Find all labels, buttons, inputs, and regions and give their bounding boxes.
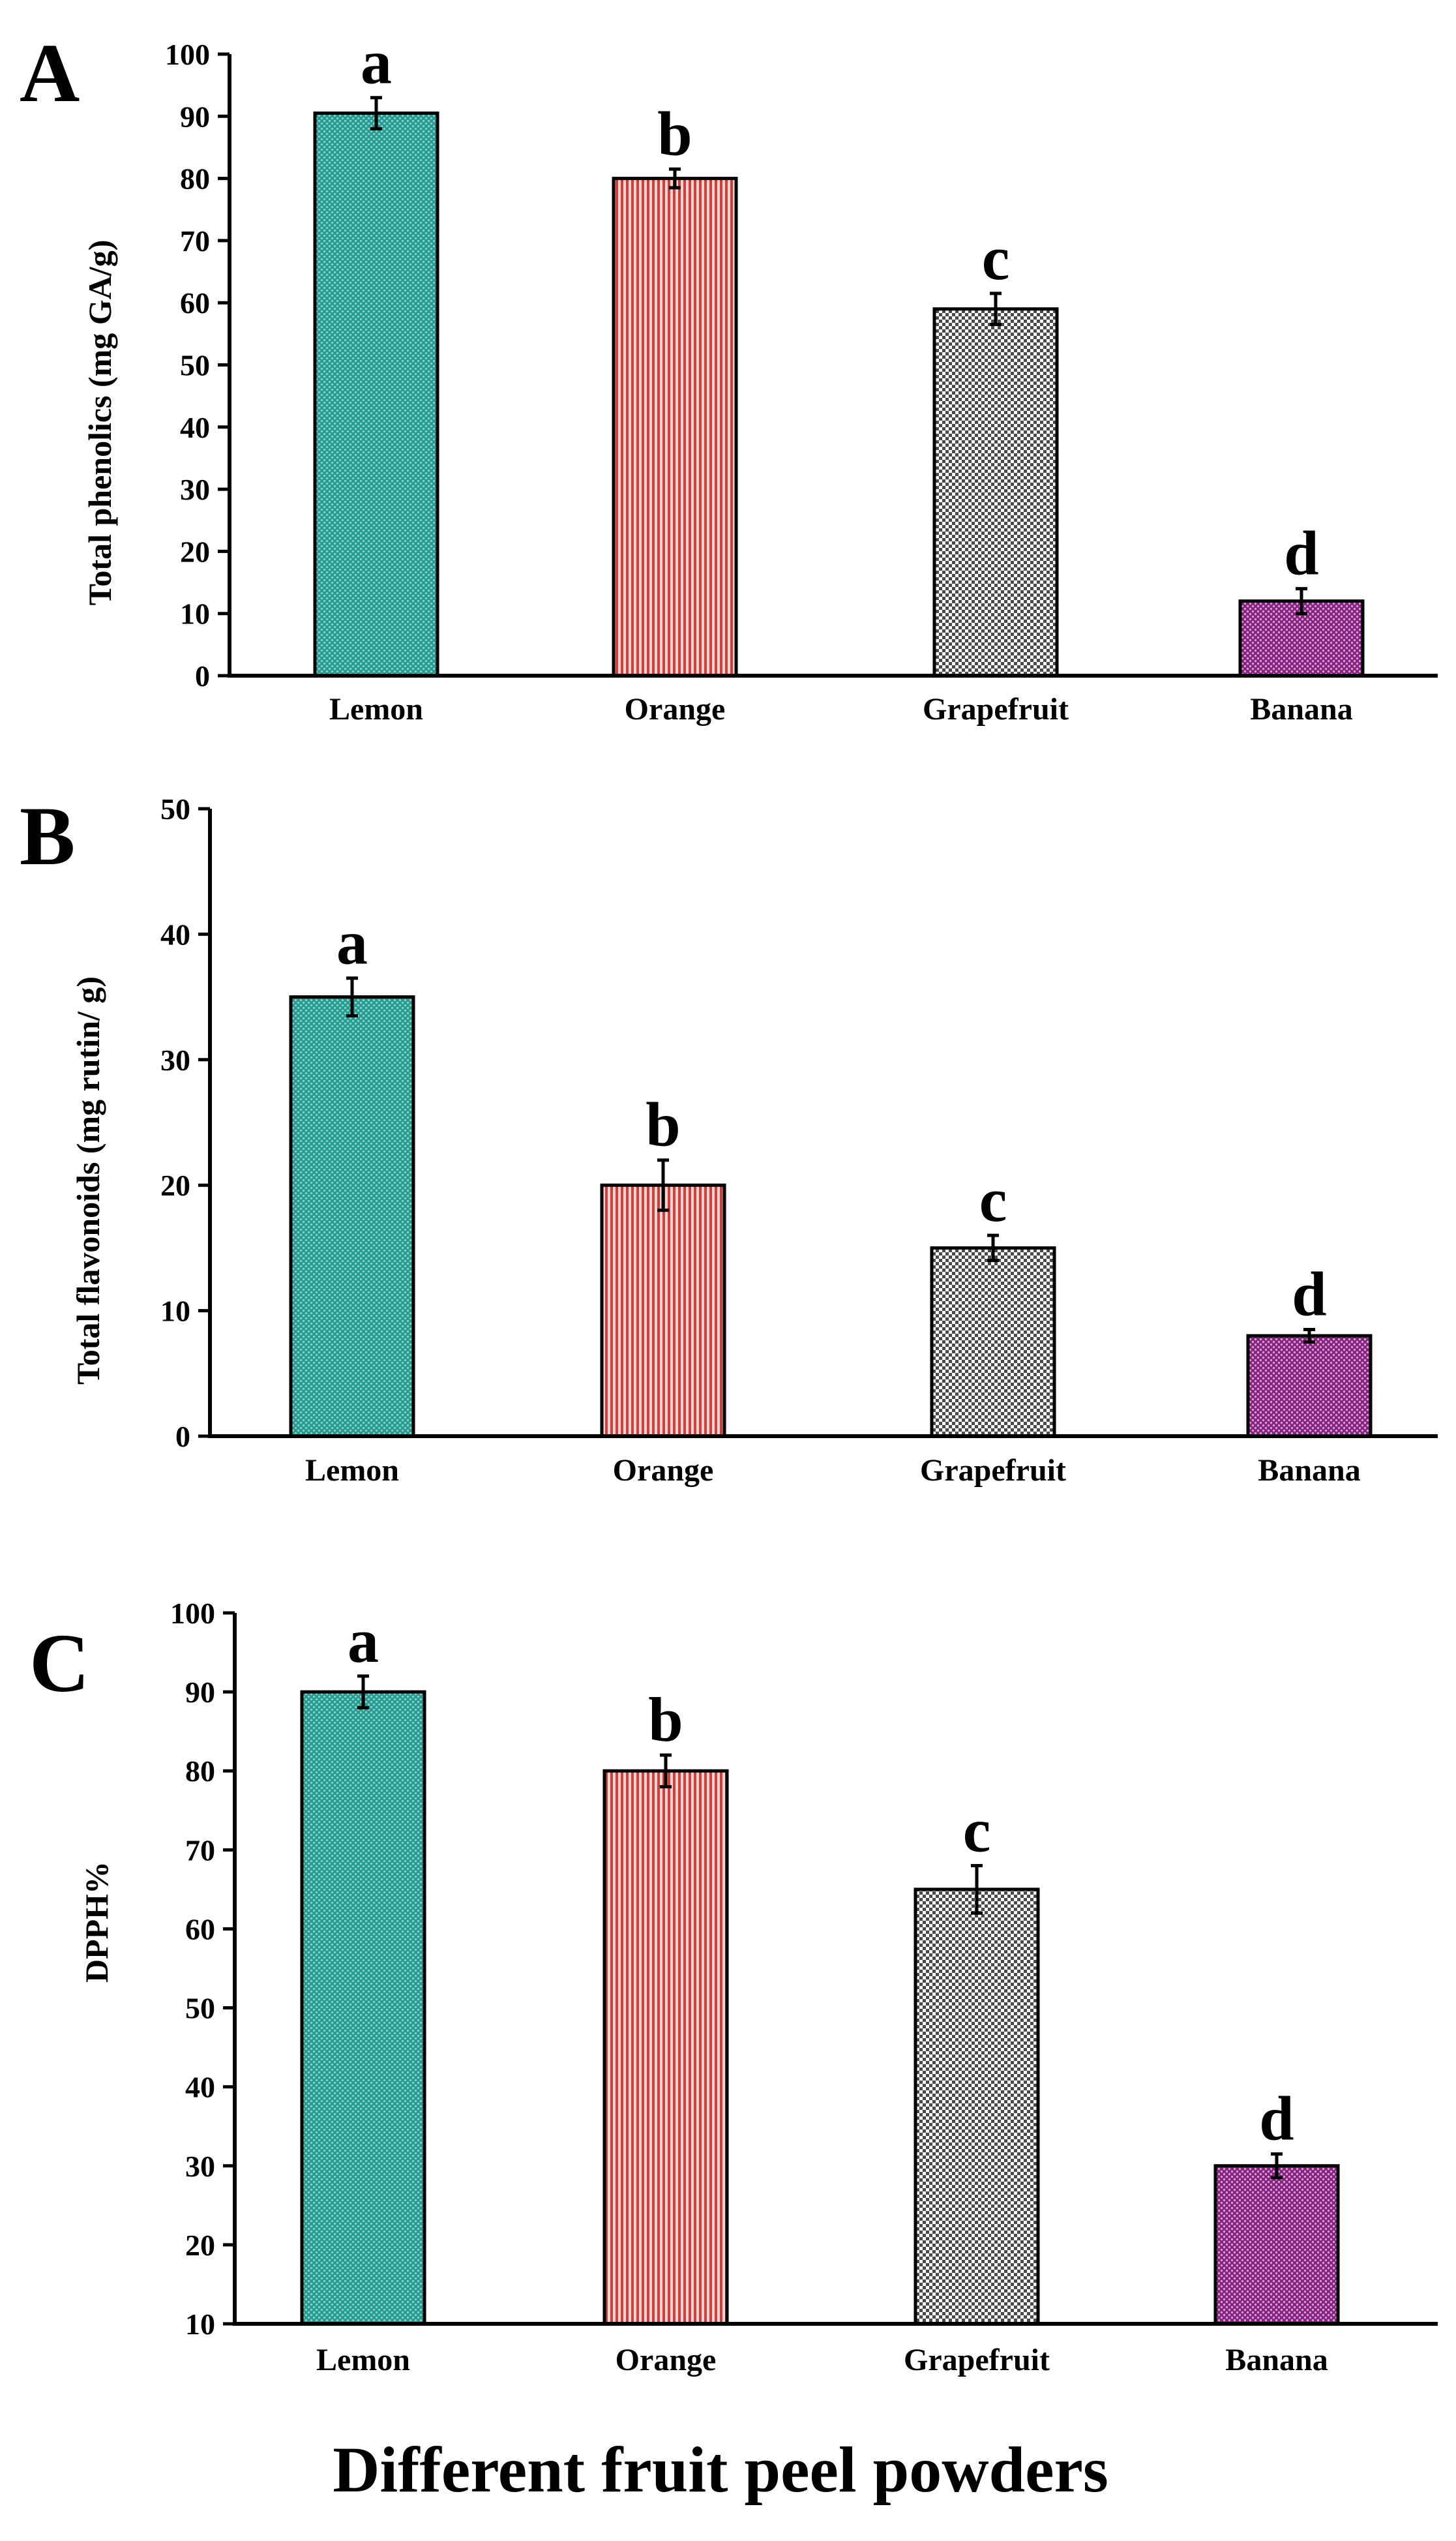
error-bar-c-lemon [357,1674,369,1709]
category-label-b-orange: Orange [613,1453,714,1488]
error-bar-b-orange [657,1158,669,1212]
category-label-b-lemon: Lemon [305,1453,399,1488]
bar-a-grapefruit [932,307,1059,678]
category-label-b-banana: Banana [1258,1453,1360,1488]
y-tick-label-b-3: 30 [160,1044,190,1077]
error-bar-a-lemon [370,96,382,130]
panel-letter-a: A [20,27,80,119]
error-bar-b-banana [1303,1327,1315,1344]
error-bar-b-lemon [346,976,358,1017]
y-tick-label-b-2: 20 [160,1169,190,1202]
y-axis-label-b: Total flavonoids (mg rutin/ g) [70,976,106,1385]
y-tick-label-b-1: 10 [160,1295,190,1328]
y-tick-label-a-9: 90 [180,100,210,133]
bar-c-grapefruit [914,1887,1040,2326]
significance-label-c-grapefruit: c [963,1796,991,1865]
bar-b-banana [1246,1334,1373,1438]
significance-label-a-lemon: a [361,27,392,97]
significance-label-c-lemon: a [348,1606,379,1676]
significance-label-a-banana: d [1284,519,1318,588]
category-label-a-banana: Banana [1250,692,1352,727]
y-tick-label-c-7: 80 [185,1754,215,1788]
panel-a: A Total phenolics (mg GA/g) 0 10 20 30 40 50 6… [20,27,1438,727]
y-tick-label-c-2: 30 [185,2150,215,2183]
error-bar-c-grapefruit [971,1864,983,1915]
y-tick-label-b-4: 40 [160,918,190,951]
category-label-c-grapefruit: Grapefruit [904,2343,1050,2377]
panel-c: C DPPH% 10 20 30 40 50 60 70 80 90 100 a b c d Lemon… [29,1597,1438,2377]
category-label-a-grapefruit: Grapefruit [923,692,1069,727]
significance-label-b-orange: b [646,1090,680,1160]
significance-label-c-orange: b [648,1685,683,1754]
y-tick-label-c-9: 100 [170,1597,215,1630]
y-tick-label-a-7: 70 [180,224,210,258]
panel-letter-c: C [29,1617,89,1709]
category-label-a-lemon: Lemon [329,692,423,727]
bar-b-lemon [289,995,415,1438]
category-label-c-lemon: Lemon [316,2343,410,2377]
figure-x-axis-label: Different fruit peel powders [333,2433,1108,2506]
category-label-b-grapefruit: Grapefruit [920,1453,1066,1488]
y-tick-label-c-6: 70 [185,1833,215,1867]
bar-a-orange [612,177,738,678]
y-tick-label-c-4: 50 [185,1992,215,2025]
y-tick-label-a-6: 60 [180,286,210,320]
y-tick-label-a-10: 100 [165,38,210,71]
panel-b: B Total flavonoids (mg rutin/ g) 0 10 20 30… [20,790,1438,1488]
bar-c-banana [1213,2164,1340,2326]
significance-label-b-banana: d [1292,1259,1326,1329]
bar-a-lemon [313,112,439,678]
y-tick-label-a-0: 0 [195,659,210,693]
error-bar-c-orange [660,1753,672,1788]
y-tick-label-a-2: 20 [180,535,210,568]
panel-letter-b: B [20,790,75,882]
bar-c-orange [602,1769,729,2326]
category-label-c-banana: Banana [1225,2343,1328,2377]
error-bar-a-orange [669,167,681,190]
category-label-c-orange: Orange [616,2343,717,2377]
y-tick-label-c-0: 10 [185,2308,215,2341]
y-tick-label-b-5: 50 [160,792,190,826]
y-tick-label-a-8: 80 [180,162,210,196]
y-tick-label-a-3: 30 [180,473,210,506]
error-bar-a-banana [1296,587,1307,616]
error-bar-b-grapefruit [987,1233,999,1263]
category-label-a-orange: Orange [625,692,726,727]
significance-label-c-banana: d [1259,2084,1294,2154]
bar-b-grapefruit [930,1246,1056,1438]
significance-label-a-grapefruit: c [982,223,1010,293]
y-tick-label-b-0: 0 [175,1420,190,1453]
y-tick-label-c-5: 60 [185,1912,215,1946]
error-bar-c-banana [1271,2152,1283,2180]
significance-label-b-grapefruit: c [979,1165,1007,1235]
significance-label-a-orange: b [657,98,692,168]
significance-label-b-lemon: a [336,908,368,978]
bar-c-lemon [300,1690,426,2326]
y-tick-label-a-1: 10 [180,597,210,631]
y-tick-label-c-1: 20 [185,2229,215,2262]
error-bar-a-grapefruit [990,292,1002,327]
bar-b-orange [600,1183,726,1438]
y-tick-label-a-4: 40 [180,411,210,444]
y-tick-label-c-8: 90 [185,1676,215,1709]
y-axis-label-c: DPPH% [78,1861,115,1983]
y-tick-label-c-3: 40 [185,2071,215,2104]
y-axis-label-a: Total phenolics (mg GA/g) [82,240,118,606]
y-tick-label-a-5: 50 [180,349,210,382]
